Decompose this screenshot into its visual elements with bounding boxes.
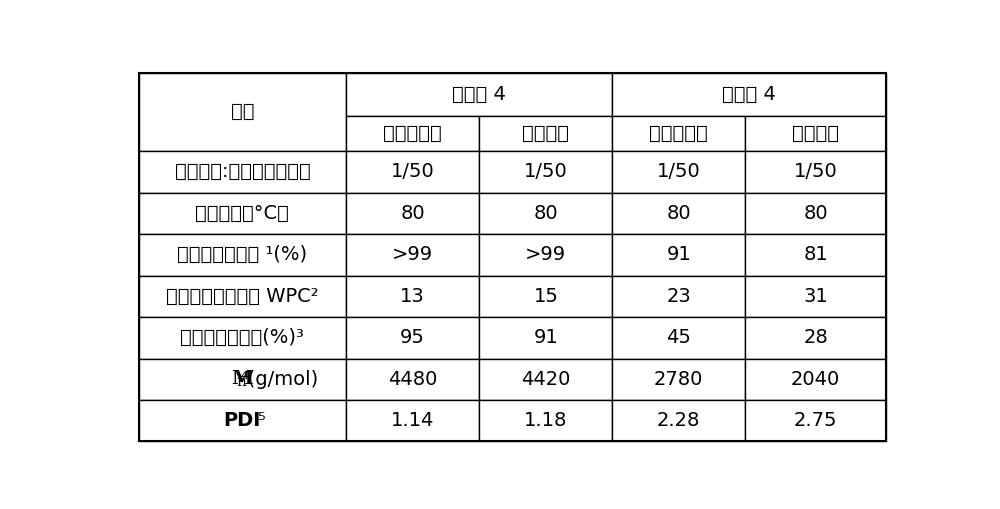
Bar	[346, 151, 479, 192]
Bar	[346, 192, 479, 234]
Bar	[139, 275, 346, 317]
Text: 23: 23	[666, 287, 691, 306]
Bar	[745, 317, 886, 358]
Text: 80: 80	[666, 204, 691, 223]
Bar	[479, 275, 612, 317]
Bar	[346, 116, 479, 151]
Text: 1/50: 1/50	[391, 162, 434, 181]
Text: 80: 80	[534, 204, 558, 223]
Text: ⁵: ⁵	[258, 411, 266, 430]
Text: 中试装置: 中试装置	[522, 124, 569, 143]
Text: 4420: 4420	[521, 370, 571, 389]
Bar	[346, 275, 479, 317]
Bar	[612, 116, 745, 151]
Text: 1.14: 1.14	[391, 411, 434, 430]
Bar	[139, 192, 346, 234]
Text: 2780: 2780	[654, 370, 703, 389]
Bar	[745, 192, 886, 234]
Text: >99: >99	[525, 245, 566, 264]
Bar	[479, 151, 612, 192]
Bar	[479, 234, 612, 275]
Text: 实验室装置: 实验室装置	[649, 124, 708, 143]
Text: 碳酸酯链节比例(%)³: 碳酸酯链节比例(%)³	[180, 328, 304, 347]
Text: M: M	[232, 370, 253, 388]
Text: 2.28: 2.28	[657, 411, 700, 430]
Bar	[745, 116, 886, 151]
Text: 31: 31	[803, 287, 828, 306]
Bar	[745, 151, 886, 192]
Text: 91: 91	[533, 328, 558, 347]
Bar	[139, 151, 346, 192]
Text: 28: 28	[803, 328, 828, 347]
Bar	[612, 192, 745, 234]
Bar	[479, 116, 612, 151]
Bar	[479, 400, 612, 441]
Bar	[479, 358, 612, 400]
Text: 参数: 参数	[231, 102, 254, 122]
Text: 81: 81	[803, 245, 828, 264]
Text: 80: 80	[400, 204, 425, 223]
Text: 15: 15	[533, 287, 558, 306]
Bar	[346, 358, 479, 400]
Text: 1/50: 1/50	[657, 162, 701, 181]
Text: 2040: 2040	[791, 370, 840, 389]
Bar	[612, 275, 745, 317]
Bar	[479, 192, 612, 234]
Bar	[612, 400, 745, 441]
Text: 环氧化物转化率 ¹(%): 环氧化物转化率 ¹(%)	[177, 245, 307, 264]
Text: 1/50: 1/50	[794, 162, 837, 181]
Bar	[745, 358, 886, 400]
Bar	[745, 234, 886, 275]
Bar	[745, 400, 886, 441]
Text: 13: 13	[400, 287, 425, 306]
Bar	[139, 73, 346, 151]
Text: 91: 91	[666, 245, 691, 264]
Text: 实施例 4: 实施例 4	[452, 84, 506, 104]
Bar	[139, 317, 346, 358]
Text: ⁴(g/mol): ⁴(g/mol)	[241, 370, 319, 389]
Bar	[612, 317, 745, 358]
Bar	[745, 275, 886, 317]
Text: 实验室装置: 实验室装置	[383, 124, 442, 143]
Text: 4480: 4480	[388, 370, 437, 389]
Text: 80: 80	[803, 204, 828, 223]
Bar	[612, 73, 886, 116]
Text: >99: >99	[392, 245, 433, 264]
Text: 中试装置: 中试装置	[792, 124, 839, 143]
Bar	[479, 317, 612, 358]
Text: PDI: PDI	[224, 411, 261, 430]
Bar	[346, 317, 479, 358]
Text: 2.75: 2.75	[794, 411, 837, 430]
Bar	[139, 400, 346, 441]
Text: 1/50: 1/50	[524, 162, 568, 181]
Text: 对比例 4: 对比例 4	[722, 84, 776, 104]
Text: 链转移剂:环氧单体摩尔比: 链转移剂:环氧单体摩尔比	[175, 162, 310, 181]
Text: 95: 95	[400, 328, 425, 347]
Text: 反应温度（°C）: 反应温度（°C）	[195, 204, 289, 223]
Bar	[612, 358, 745, 400]
Text: n: n	[236, 375, 246, 388]
Bar	[346, 400, 479, 441]
Text: 环碳酸酯质量分数 WPC²: 环碳酸酯质量分数 WPC²	[166, 287, 319, 306]
Text: 1.18: 1.18	[524, 411, 568, 430]
Bar	[612, 234, 745, 275]
Bar	[139, 358, 346, 400]
Bar	[612, 151, 745, 192]
Text: 45: 45	[666, 328, 691, 347]
Bar	[346, 73, 612, 116]
Bar	[139, 234, 346, 275]
Bar	[346, 234, 479, 275]
